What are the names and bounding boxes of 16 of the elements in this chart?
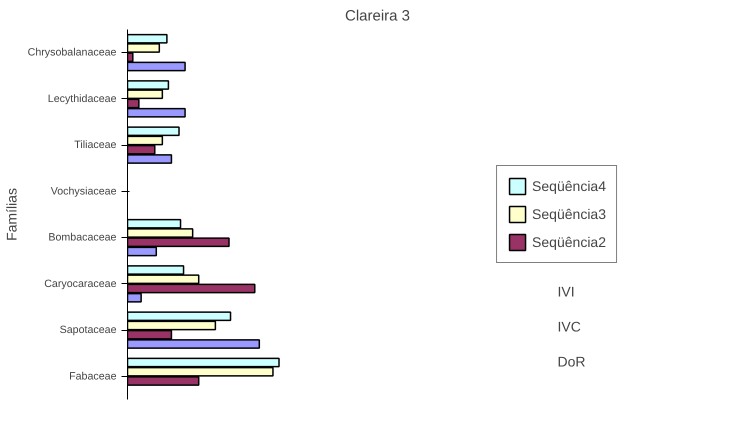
y-tick-label: Chrysobalanaceae: [28, 46, 117, 59]
y-tick-label: Lecythidaceae: [48, 92, 117, 105]
y-tick-label: Fabaceae: [69, 370, 117, 382]
text: IVC: [558, 318, 581, 334]
text: IVI: [558, 284, 575, 300]
legend-label: Seqüência2: [532, 234, 606, 250]
y-tick-label: Vochysiaceae: [50, 185, 117, 198]
legend-label: Seqüência4: [532, 178, 606, 194]
text: Clareira 3: [344, 8, 410, 24]
y-tick-label: Caryocaraceae: [44, 278, 117, 290]
legend-label: Seqüência3: [532, 206, 606, 222]
y-tick-label: Sapotaceae: [60, 324, 117, 336]
text: DoR: [558, 354, 586, 370]
y-axis-title: Famílias: [4, 188, 20, 241]
y-tick-label: Bombacaceae: [48, 232, 117, 244]
y-tick-label: Tiliaceae: [74, 139, 117, 152]
